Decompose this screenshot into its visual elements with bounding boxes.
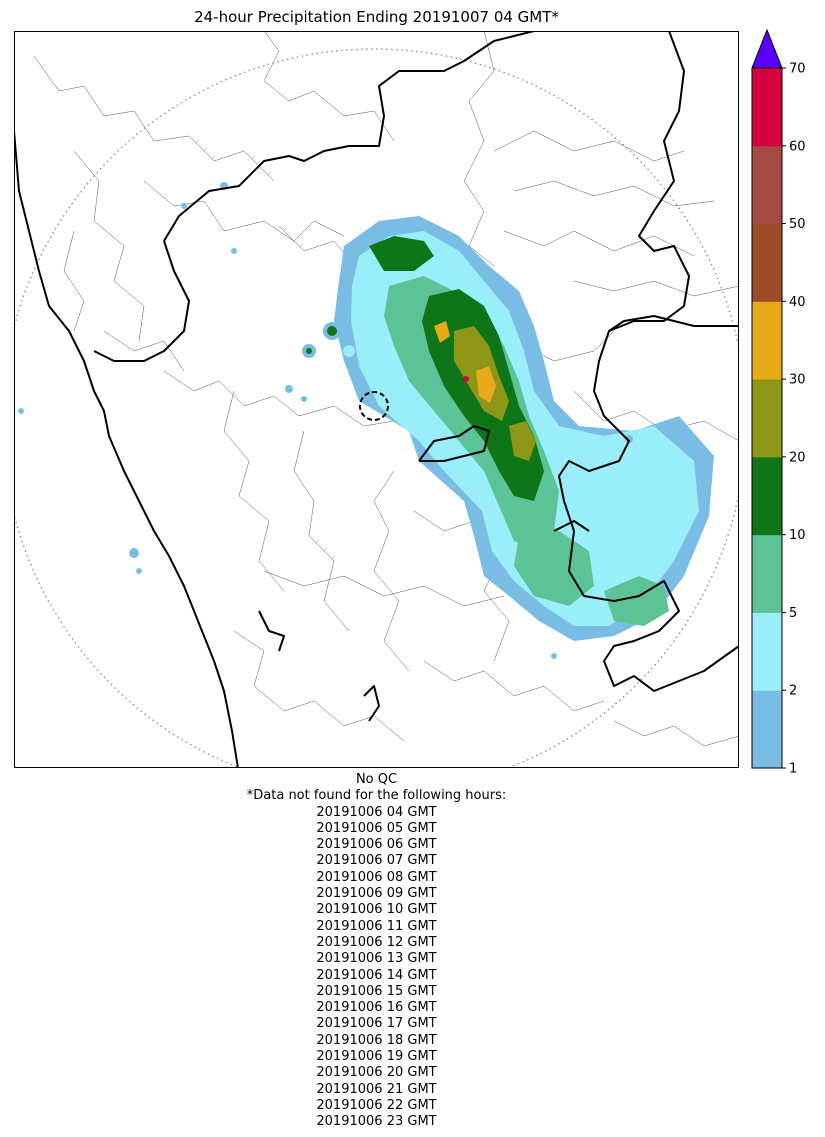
colorbar-bin [752, 68, 782, 147]
colorbar-tick-label: 10 [789, 528, 806, 543]
chart-title: 24-hour Precipitation Ending 20191007 04… [194, 8, 559, 26]
colorbar-tick-label: 60 [789, 139, 806, 154]
colorbar-bin [752, 145, 782, 225]
colorbar-bin [752, 534, 782, 613]
missing-data-header: *Data not found for the following hours: [246, 788, 507, 804]
precipitation-map [14, 31, 739, 768]
qc-note: No QC [355, 772, 398, 787]
missing-hours-list: 20191006 04 GMT 20191006 05 GMT 20191006 0… [14, 805, 739, 1131]
missing-hour-item: 20191006 17 GMT [316, 1016, 437, 1032]
missing-hour-item: 20191006 13 GMT [316, 951, 437, 967]
precip-cell [285, 385, 293, 393]
colorbar-tick-label: 50 [789, 217, 806, 232]
missing-hour-item: 20191006 22 GMT [316, 1097, 437, 1113]
state-border-mid [418, 425, 490, 462]
missing-hour-item: 20191006 08 GMT [316, 869, 437, 885]
missing-hour-item: 20191006 12 GMT [316, 934, 437, 950]
missing-hour-item: 20191006 19 GMT [316, 1049, 437, 1065]
precip-cell [181, 203, 187, 209]
state-border-east [558, 31, 739, 692]
colorbar-bin [752, 223, 782, 302]
precip-cell [129, 548, 139, 558]
data-notes: No QC *Data not found for the following … [14, 772, 739, 1131]
colorbar-bin [752, 379, 782, 458]
colorbar-extend-triangle [751, 28, 783, 69]
missing-hour-item: 20191006 20 GMT [316, 1065, 437, 1081]
precip-cell [551, 653, 557, 659]
missing-hour-item: 20191006 10 GMT [316, 902, 437, 918]
colorbar-bin [752, 612, 782, 691]
precip-orange-area [476, 366, 496, 403]
colorbar-tick-label: 5 [789, 606, 797, 621]
missing-hour-item: 20191006 11 GMT [316, 918, 437, 934]
colorbar: 1 2 5 10 20 30 40 50 60 70 [744, 28, 824, 778]
state-border-south [258, 610, 285, 652]
precip-cell [301, 396, 307, 402]
colorbar-bin [752, 301, 782, 380]
precip-cell [306, 348, 312, 354]
precip-red-spot [463, 376, 469, 382]
precip-dark-green-top [369, 236, 434, 271]
colorbar-tick-label: 20 [789, 450, 806, 465]
missing-hour-item: 20191006 15 GMT [316, 983, 437, 999]
precip-cell [343, 345, 355, 357]
state-border-south-2 [363, 685, 380, 722]
colorbar-tick-label: 1 [789, 762, 797, 777]
state-boundaries [14, 31, 739, 768]
precipitation-field [18, 182, 714, 659]
precip-cell [136, 568, 142, 574]
precip-cell [327, 326, 337, 336]
colorbar-tick-label: 2 [789, 684, 797, 699]
colorbar-bin [752, 456, 782, 536]
missing-hour-item: 20191006 04 GMT [316, 804, 437, 820]
precip-olive-area-2 [509, 421, 536, 461]
missing-hour-item: 20191006 18 GMT [316, 1032, 437, 1048]
precip-cell [18, 408, 24, 414]
state-border-west [93, 240, 190, 362]
coastline [14, 130, 239, 768]
missing-hour-item: 20191006 05 GMT [316, 820, 437, 836]
missing-hour-item: 20191006 06 GMT [316, 837, 437, 853]
precip-cell [625, 435, 633, 443]
missing-hour-item: 20191006 14 GMT [316, 967, 437, 983]
state-border-north [163, 31, 535, 242]
state-border-se [553, 520, 590, 532]
colorbar-frame [751, 67, 783, 769]
missing-hour-item: 20191006 07 GMT [316, 853, 437, 869]
precip-light-green-area-2 [514, 531, 594, 606]
precip-orange-area-2 [434, 321, 450, 343]
precip-cell [231, 248, 237, 254]
missing-hour-item: 20191006 21 GMT [316, 1081, 437, 1097]
missing-hour-item: 20191006 09 GMT [316, 886, 437, 902]
radar-site-marker [359, 391, 389, 421]
missing-hour-item: 20191006 16 GMT [316, 1000, 437, 1016]
colorbar-bin [752, 690, 782, 769]
missing-hour-item: 20191006 23 GMT [316, 1114, 437, 1130]
colorbar-tick-label: 30 [789, 373, 806, 388]
colorbar-tick-label: 40 [789, 295, 806, 310]
state-border-mid-2 [608, 315, 739, 332]
colorbar-tick-label: 70 [789, 62, 806, 77]
